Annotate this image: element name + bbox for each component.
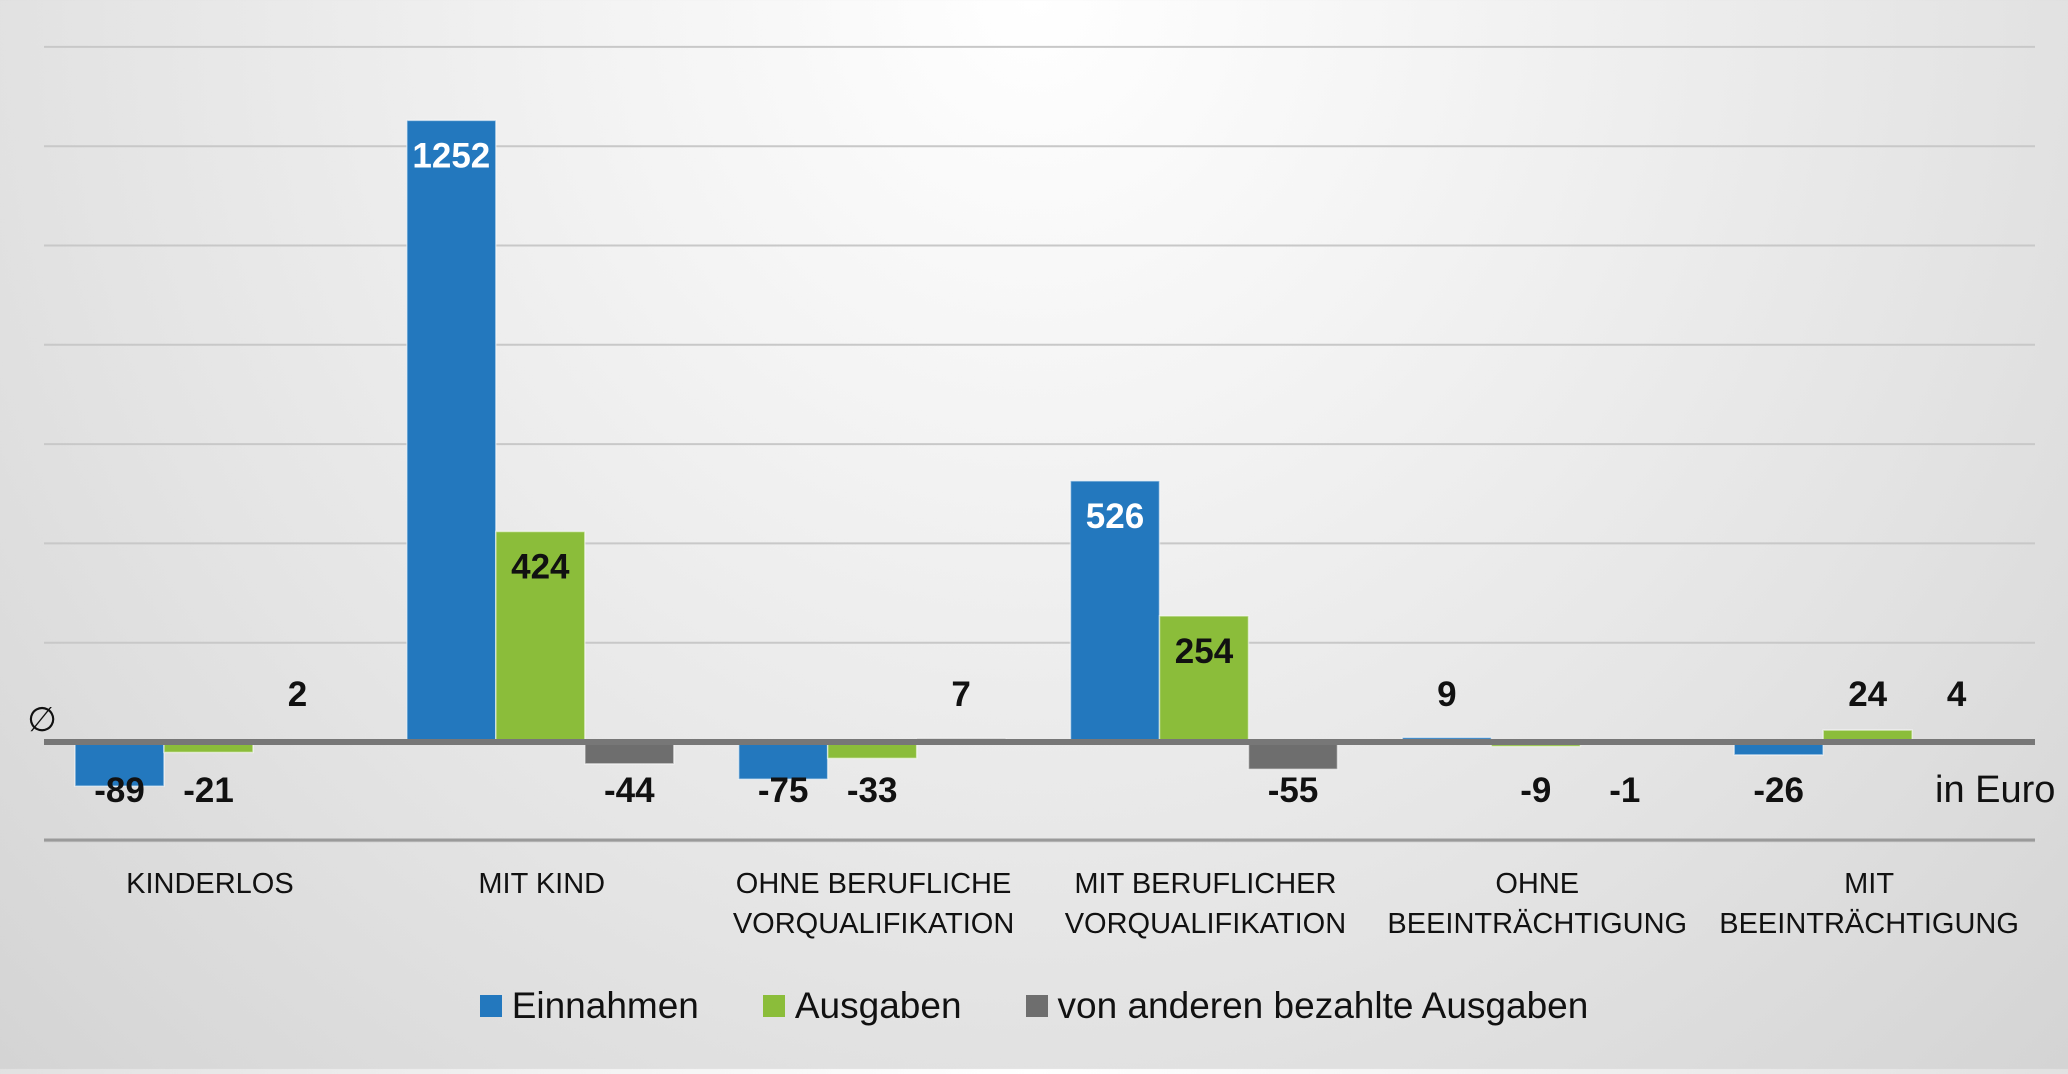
category-label-1: KINDERLOS	[126, 868, 294, 900]
grid-layer	[44, 45, 2035, 843]
data-label-ausgaben-1: -21	[183, 771, 234, 810]
legend-label-von-anderen-bezahlte-ausgaben: von anderen bezahlte Ausgaben	[1057, 985, 1589, 1026]
legend-label-einnahmen: Einnahmen	[511, 985, 699, 1026]
axis-layer	[44, 739, 2035, 842]
data-label-von-anderen-bezahlte-ausgaben-2: -44	[604, 771, 655, 810]
data-label-ausgaben-5: -9	[1520, 771, 1551, 810]
legend-swatch-einnahmen	[479, 995, 502, 1017]
category-layer: KINDERLOS MIT KIND OHNE BERUFLICHE VORQUALI…	[126, 868, 2019, 940]
category-label-line: KINDERLOS	[126, 868, 294, 900]
bar-einnahmen-3	[737, 741, 829, 780]
data-label-ausgaben-2: 424	[511, 547, 570, 586]
bar-einnahmen-4	[1069, 480, 1161, 743]
category-label-line: OHNE	[1495, 868, 1579, 900]
category-label-3: OHNE BERUFLICHE VORQUALIFIKATION	[733, 868, 1014, 940]
data-label-von-anderen-bezahlte-ausgaben-1: 2	[288, 675, 307, 714]
data-label-von-anderen-bezahlte-ausgaben-4: -55	[1268, 771, 1319, 810]
category-label-5: OHNE BEEINTRÄCHTIGUNG	[1387, 868, 1687, 940]
legend-item-ausgaben: Ausgaben	[762, 985, 962, 1027]
data-label-ausgaben-4: 254	[1175, 632, 1234, 671]
bar-von-anderen-bezahlte-ausgaben-4	[1247, 741, 1339, 771]
data-label-von-anderen-bezahlte-ausgaben-5: -1	[1609, 771, 1640, 810]
label-layer: -89 1252 -75 526 9 -26 -21 424 -33 254 -9 24 2 -44 7 -5…	[94, 136, 1967, 810]
data-label-einnahmen-4: 526	[1086, 497, 1144, 536]
data-label-ausgaben-6: 24	[1848, 675, 1887, 714]
data-label-einnahmen-3: -75	[758, 771, 809, 810]
bar-von-anderen-bezahlte-ausgaben-2	[584, 741, 675, 765]
legend-label-ausgaben: Ausgaben	[794, 985, 962, 1026]
category-label-line: MIT BERUFLICHER	[1074, 868, 1336, 900]
category-label-line: MIT	[1844, 868, 1894, 900]
bar-layer	[74, 119, 2002, 787]
data-label-einnahmen-1: -89	[94, 771, 145, 810]
legend: Einnahmen Ausgaben von anderen bezahlte …	[0, 985, 2068, 1027]
unit-label: in Euro	[1935, 769, 2055, 811]
data-label-einnahmen-2: 1252	[412, 136, 490, 175]
bar-einnahmen-2	[406, 119, 497, 743]
data-label-einnahmen-6: -26	[1753, 771, 1804, 810]
category-label-line: OHNE BERUFLICHE	[736, 868, 1012, 900]
category-label-line: BEEINTRÄCHTIGUNG	[1719, 908, 2019, 940]
data-label-von-anderen-bezahlte-ausgaben-3: 7	[951, 675, 970, 714]
data-label-einnahmen-5: 9	[1437, 675, 1456, 714]
bar-einnahmen-1	[74, 741, 165, 787]
legend-swatch-von-anderen-bezahlte-ausgaben	[1025, 995, 1048, 1017]
category-label-6: MIT BEEINTRÄCHTIGUNG	[1719, 868, 2019, 940]
zero-marker: ∅	[27, 701, 57, 739]
category-label-line: VORQUALIFIKATION	[733, 908, 1014, 940]
data-label-von-anderen-bezahlte-ausgaben-6: 4	[1947, 675, 1967, 714]
legend-swatch-ausgaben	[762, 995, 785, 1017]
legend-item-von-anderen-bezahlte-ausgaben: von anderen bezahlte Ausgaben	[1025, 985, 1589, 1027]
bar-ausgaben-2	[495, 530, 586, 743]
category-label-line: BEEINTRÄCHTIGUNG	[1387, 908, 1687, 940]
data-label-ausgaben-3: -33	[847, 771, 898, 810]
category-label-4: MIT BERUFLICHER VORQUALIFIKATION	[1065, 868, 1346, 940]
legend-item-einnahmen: Einnahmen	[479, 985, 699, 1027]
category-label-line: MIT KIND	[478, 868, 605, 900]
category-label-2: MIT KIND	[478, 868, 605, 900]
category-label-line: VORQUALIFIKATION	[1065, 908, 1346, 940]
